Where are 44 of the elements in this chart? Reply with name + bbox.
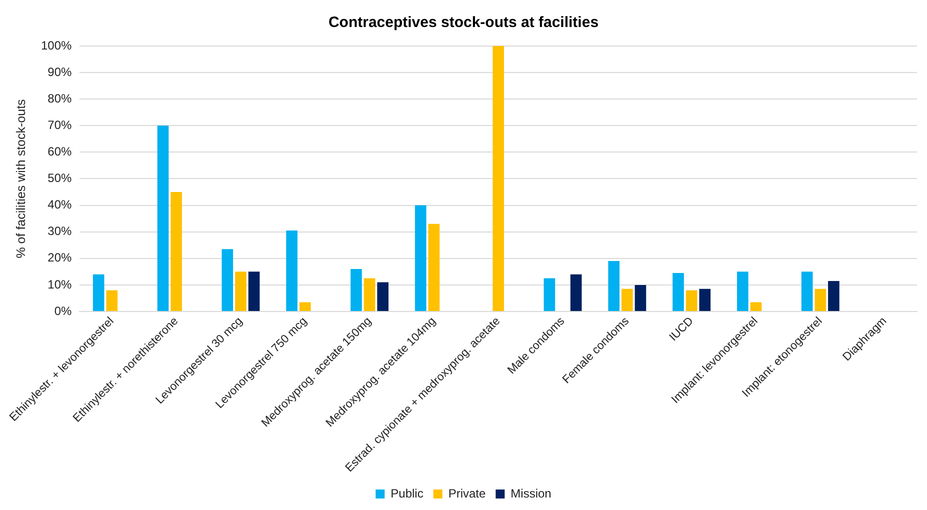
- bar: [608, 261, 620, 311]
- y-tick-label: 90%: [48, 64, 72, 79]
- y-tick-label: 50%: [48, 171, 72, 186]
- bar: [350, 269, 362, 311]
- y-tick-label: 60%: [48, 144, 72, 159]
- y-tick-label: 0%: [54, 304, 72, 318]
- legend-label: Mission: [510, 486, 552, 500]
- bar: [364, 278, 376, 311]
- bar: [222, 249, 234, 311]
- bar: [622, 288, 633, 311]
- bar: [414, 205, 426, 311]
- bar: [686, 290, 698, 311]
- bar: [428, 224, 440, 311]
- chart-title: Contraceptives stock-outs at facilities: [328, 14, 599, 32]
- bar: [299, 302, 311, 311]
- bar: [157, 126, 169, 311]
- legend-label: Private: [448, 486, 486, 500]
- bar: [106, 290, 118, 311]
- bar: [92, 274, 104, 311]
- y-tick-label: 30%: [48, 224, 72, 238]
- y-tick-label: 100%: [40, 38, 72, 52]
- y-tick-label: 80%: [48, 91, 72, 106]
- bar: [750, 302, 762, 311]
- y-tick-label: 40%: [48, 198, 72, 212]
- y-tick-label: 20%: [48, 250, 72, 265]
- bar: [170, 192, 182, 311]
- y-tick-label: 70%: [48, 118, 72, 132]
- y-axis-title: % of facilities with stock-outs: [14, 99, 28, 258]
- bar: [544, 278, 556, 311]
- bar: [814, 288, 826, 311]
- legend-label: Public: [390, 486, 424, 500]
- bar: [672, 273, 684, 311]
- bar: [377, 282, 388, 311]
- bar: [248, 272, 260, 311]
- bar: [634, 284, 646, 311]
- bar: [828, 280, 840, 311]
- bar: [737, 272, 748, 311]
- bar: [570, 274, 582, 311]
- bar: [699, 288, 711, 311]
- bar: [801, 272, 813, 311]
- bar: [286, 230, 298, 311]
- bar: [492, 46, 504, 311]
- bar: [235, 272, 246, 311]
- y-tick-label: 10%: [48, 277, 72, 292]
